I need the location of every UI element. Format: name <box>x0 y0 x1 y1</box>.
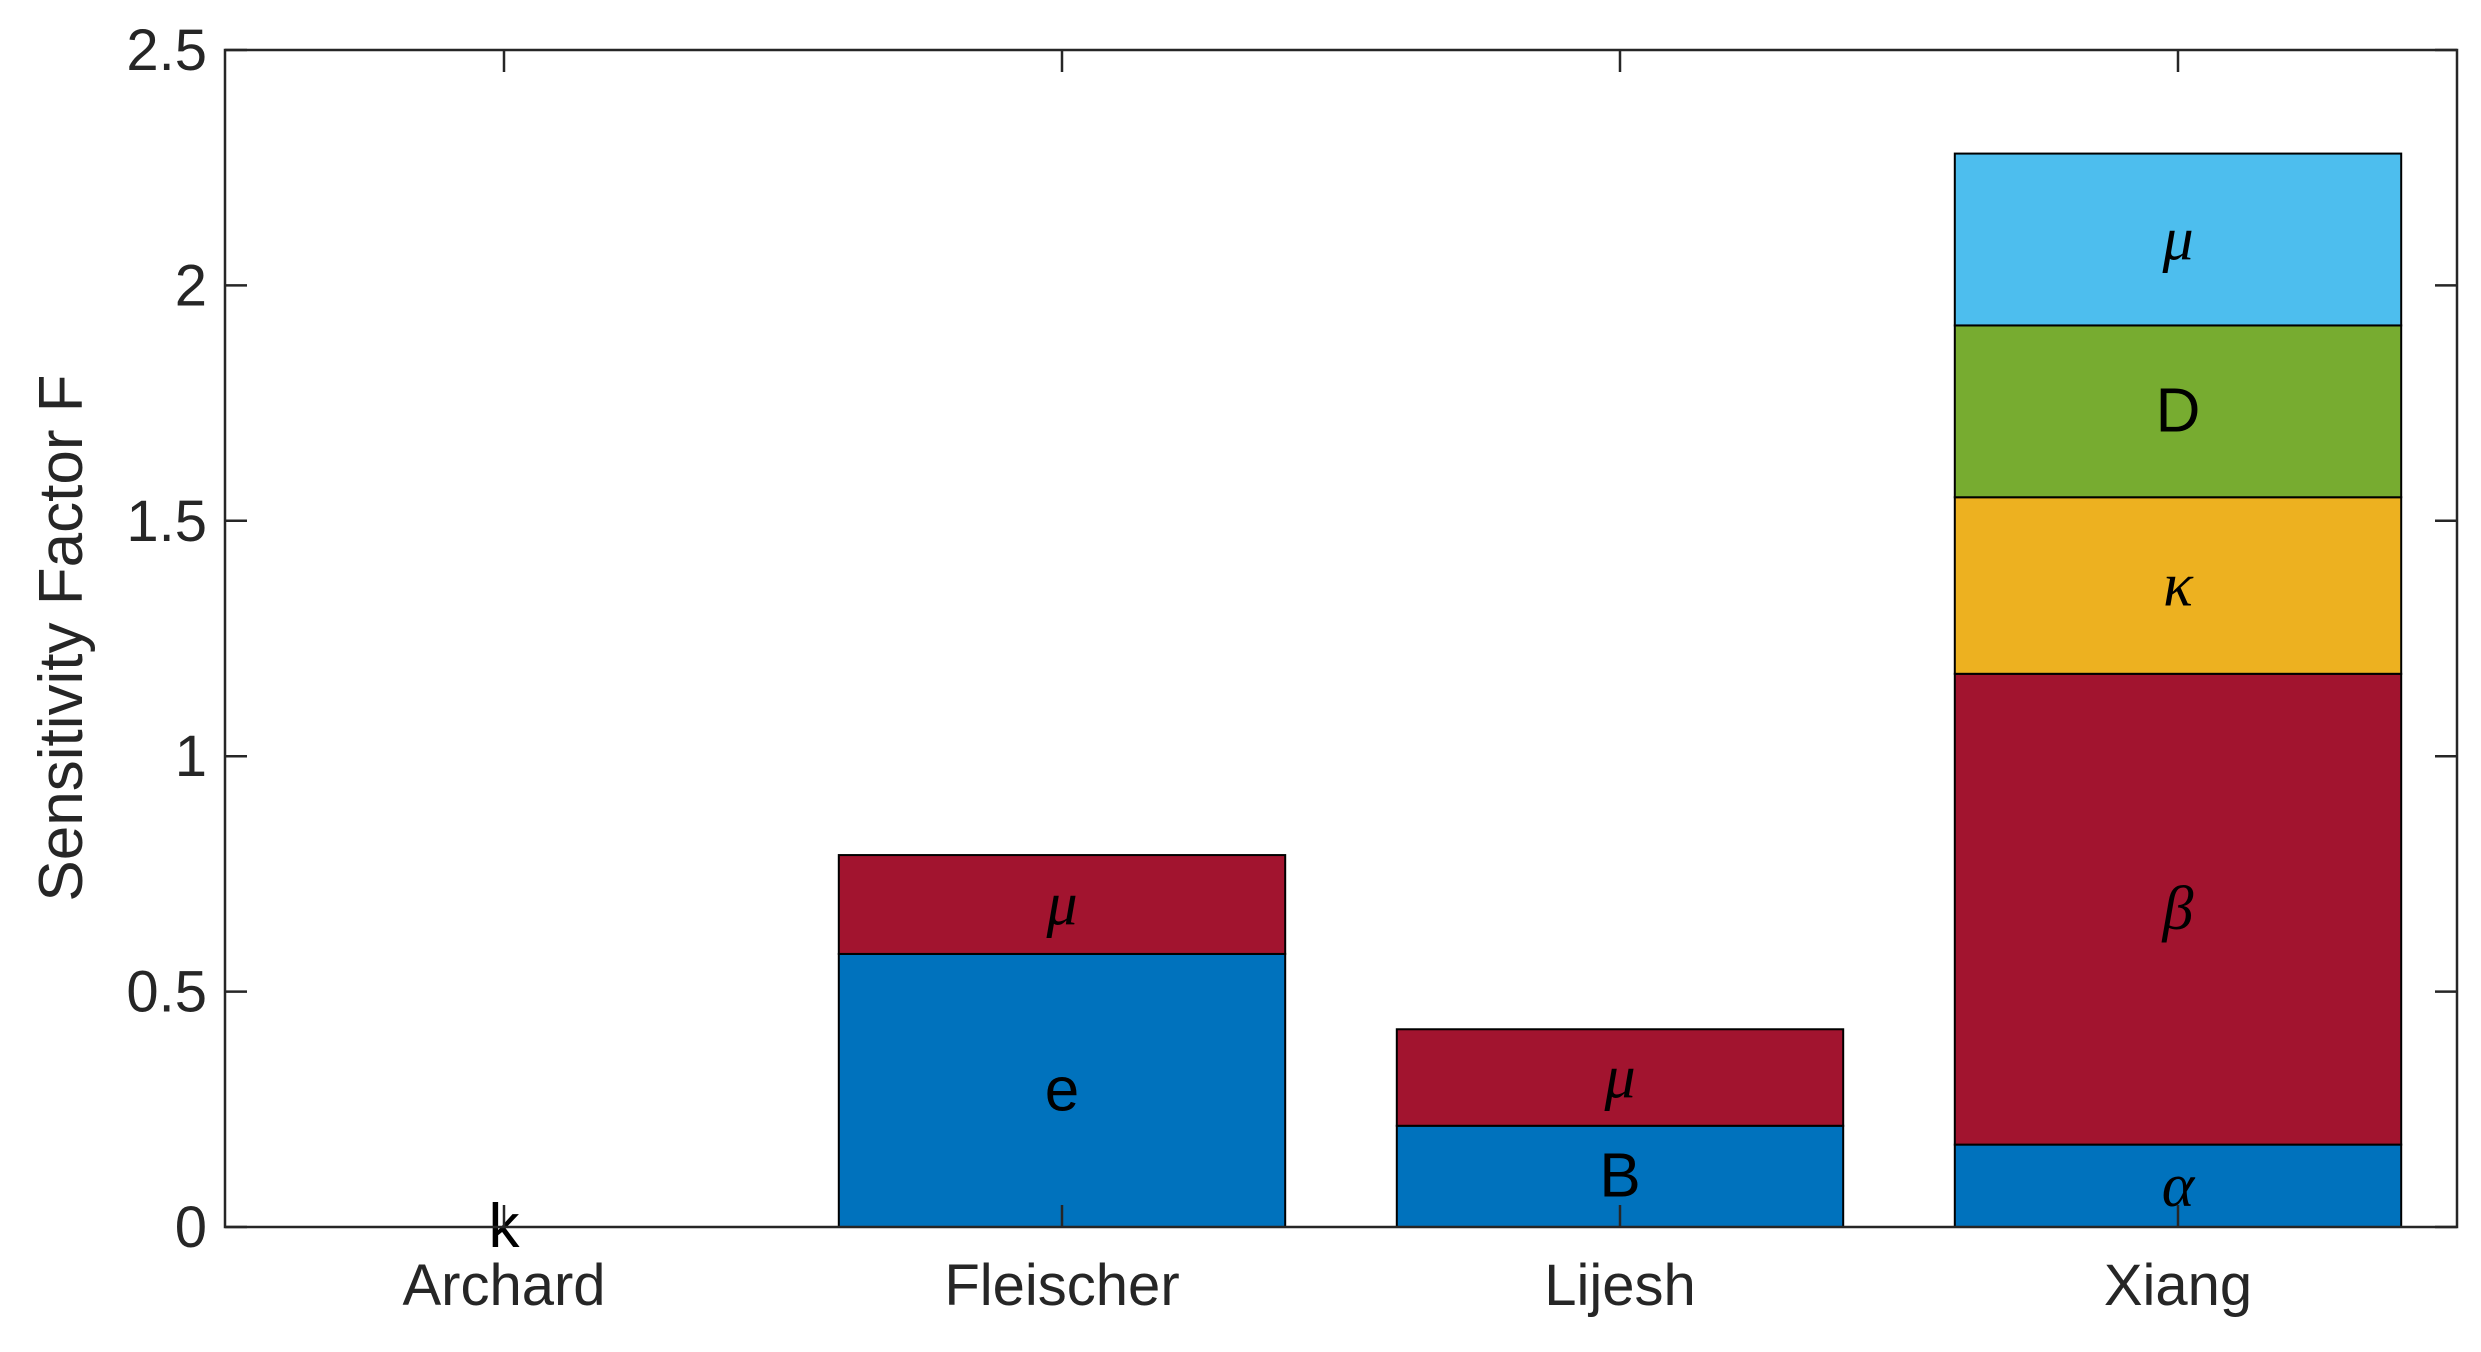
y-tick-label: 2.5 <box>126 18 207 83</box>
bar-segment <box>1953 496 2403 675</box>
x-tick-label: Xiang <box>2104 1253 2252 1318</box>
x-tick-label: Fleischer <box>944 1253 1179 1318</box>
y-tick-label: 0.5 <box>126 960 207 1025</box>
y-tick-label: 2 <box>175 253 207 318</box>
bar-segment <box>837 952 1287 1228</box>
bar-segment <box>1395 1028 1845 1127</box>
segment-label: μ <box>1603 1044 1635 1112</box>
segment-label: β <box>2162 875 2194 943</box>
bar-segment <box>1953 672 2403 1146</box>
bar-segment <box>1953 324 2403 499</box>
segment-label: B <box>1599 1141 1640 1210</box>
bar-segment <box>1953 152 2403 327</box>
y-tick-label: 1 <box>175 724 207 789</box>
x-axis: Archard Fleischer Lijesh Xiang <box>402 50 2252 1318</box>
y-axis: 0 0.5 1 1.5 2 2.5 <box>126 18 2457 1260</box>
x-tick-label: Archard <box>402 1253 605 1318</box>
segment-label: μ <box>2161 205 2193 273</box>
segment-label: e <box>1045 1055 1079 1124</box>
segment-label: μ <box>1045 871 1077 939</box>
segment-label: κ <box>2163 552 2194 620</box>
y-tick-label: 0 <box>175 1195 207 1260</box>
bar-segment <box>837 854 1287 955</box>
y-axis-title: Sensitivity Factor F <box>27 374 96 901</box>
segment-label: D <box>2156 376 2201 445</box>
x-tick-label: Lijesh <box>1544 1253 1696 1318</box>
plot-box <box>223 48 2459 1229</box>
y-tick-label: 1.5 <box>126 489 207 554</box>
